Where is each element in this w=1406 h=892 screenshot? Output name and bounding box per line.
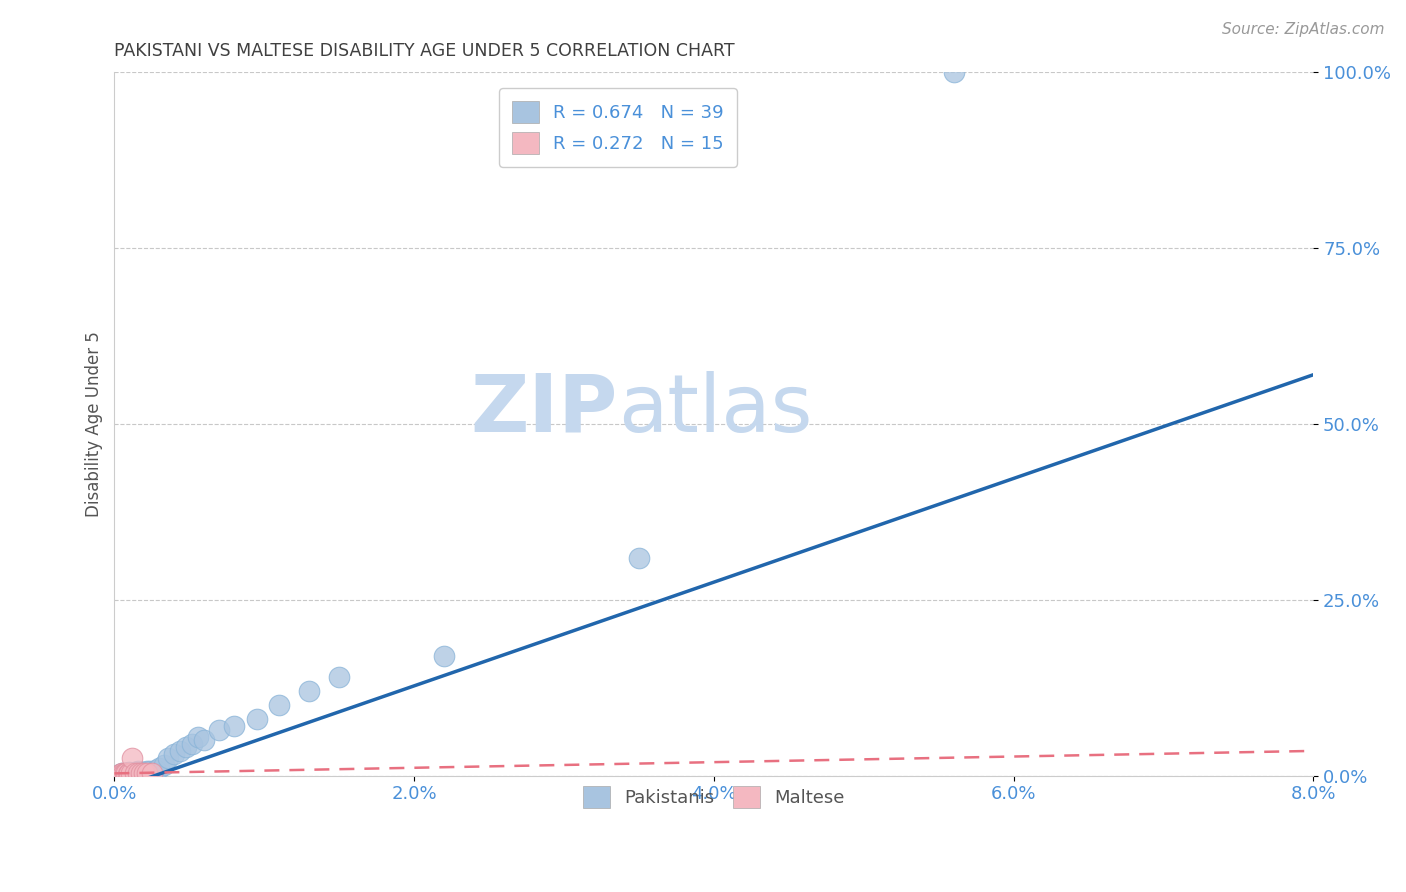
Point xyxy=(131,764,153,779)
Point xyxy=(187,730,209,744)
Y-axis label: Disability Age Under 5: Disability Age Under 5 xyxy=(86,331,103,516)
Point xyxy=(136,764,159,779)
Point xyxy=(142,764,165,779)
Point xyxy=(121,751,143,765)
Point xyxy=(118,764,141,779)
Point xyxy=(127,764,149,779)
Point xyxy=(110,767,132,781)
Point xyxy=(208,723,231,737)
Point xyxy=(117,767,139,781)
Point xyxy=(115,765,138,780)
Point xyxy=(193,733,215,747)
Legend: Pakistanis, Maltese: Pakistanis, Maltese xyxy=(576,780,852,815)
Text: ZIP: ZIP xyxy=(471,371,617,449)
Point xyxy=(120,766,142,780)
Point xyxy=(112,767,135,781)
Point xyxy=(269,698,291,713)
Point xyxy=(122,767,145,781)
Point xyxy=(627,550,650,565)
Point xyxy=(136,766,159,780)
Point xyxy=(124,766,146,780)
Point xyxy=(145,763,167,777)
Point xyxy=(148,762,170,776)
Point xyxy=(128,766,150,780)
Point xyxy=(131,766,153,780)
Point xyxy=(163,747,186,762)
Point xyxy=(111,766,134,780)
Point xyxy=(224,719,246,733)
Point xyxy=(124,764,146,779)
Point xyxy=(110,767,132,781)
Point xyxy=(157,751,180,765)
Point xyxy=(246,712,269,726)
Point xyxy=(141,766,163,780)
Point xyxy=(176,740,198,755)
Point xyxy=(433,648,456,663)
Point xyxy=(120,766,142,780)
Point xyxy=(169,744,191,758)
Point xyxy=(111,766,134,780)
Point xyxy=(114,765,136,780)
Point xyxy=(328,670,350,684)
Point xyxy=(134,764,156,779)
Point xyxy=(112,767,135,781)
Point xyxy=(153,758,176,772)
Point xyxy=(298,684,321,698)
Text: atlas: atlas xyxy=(617,371,813,449)
Point xyxy=(118,765,141,780)
Point xyxy=(139,764,162,778)
Point xyxy=(181,737,204,751)
Point xyxy=(125,765,148,780)
Point xyxy=(121,765,143,780)
Point xyxy=(114,766,136,780)
Text: Source: ZipAtlas.com: Source: ZipAtlas.com xyxy=(1222,22,1385,37)
Point xyxy=(942,65,965,79)
Point xyxy=(132,765,155,780)
Point xyxy=(115,766,138,780)
Point xyxy=(134,765,156,780)
Point xyxy=(127,765,149,780)
Point xyxy=(117,767,139,781)
Text: PAKISTANI VS MALTESE DISABILITY AGE UNDER 5 CORRELATION CHART: PAKISTANI VS MALTESE DISABILITY AGE UNDE… xyxy=(114,42,735,60)
